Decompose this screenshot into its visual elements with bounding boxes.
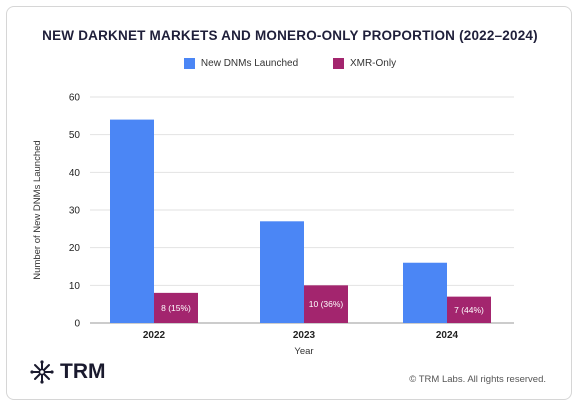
logo-text: TRM xyxy=(60,360,106,383)
bar-new-dnms xyxy=(110,119,154,323)
legend-item-new-dnms: New DNMs Launched xyxy=(183,58,299,69)
y-tick-label: 20 xyxy=(69,243,81,254)
bar-xmr-only xyxy=(447,296,491,323)
bar-new-dnms xyxy=(260,221,304,323)
y-tick-label: 40 xyxy=(69,168,81,179)
legend-swatch-new-dnms xyxy=(183,58,195,69)
bar-new-dnms xyxy=(403,262,447,323)
legend-label-xmr-only: XMR-Only xyxy=(349,58,397,69)
x-tick-label: 2022 xyxy=(143,330,166,341)
y-tick-label: 10 xyxy=(69,281,81,292)
legend-label-new-dnms: New DNMs Launched xyxy=(200,58,299,69)
data-label-xmr-only: 7 (44%) xyxy=(454,305,484,315)
y-tick-label: 0 xyxy=(74,319,80,330)
x-tick-label: 2023 xyxy=(293,330,316,341)
chart-legend: New DNMs Launched XMR-Only xyxy=(0,58,580,72)
y-tick-label: 50 xyxy=(69,130,81,141)
trm-logo-icon xyxy=(30,360,54,384)
x-tick-label: 2024 xyxy=(436,330,459,341)
bar-xmr-only xyxy=(154,292,198,323)
copyright-text: © TRM Labs. All rights reserved. xyxy=(409,374,546,385)
y-tick-label: 30 xyxy=(69,206,81,217)
y-axis-label: Number of New DNMs Launched xyxy=(32,140,43,279)
trm-logo: TRM xyxy=(30,360,106,384)
data-label-xmr-only: 10 (36%) xyxy=(309,299,344,309)
y-tick-label: 60 xyxy=(69,93,81,104)
bar-xmr-only xyxy=(304,285,348,323)
data-label-xmr-only: 8 (15%) xyxy=(161,303,191,313)
chart-title: NEW DARKNET MARKETS AND MONERO-ONLY PROP… xyxy=(42,28,538,43)
legend-swatch-xmr-only xyxy=(332,58,344,69)
chart-card xyxy=(6,6,572,400)
x-axis-label: Year xyxy=(294,346,313,357)
legend-item-xmr-only: XMR-Only xyxy=(332,58,397,69)
